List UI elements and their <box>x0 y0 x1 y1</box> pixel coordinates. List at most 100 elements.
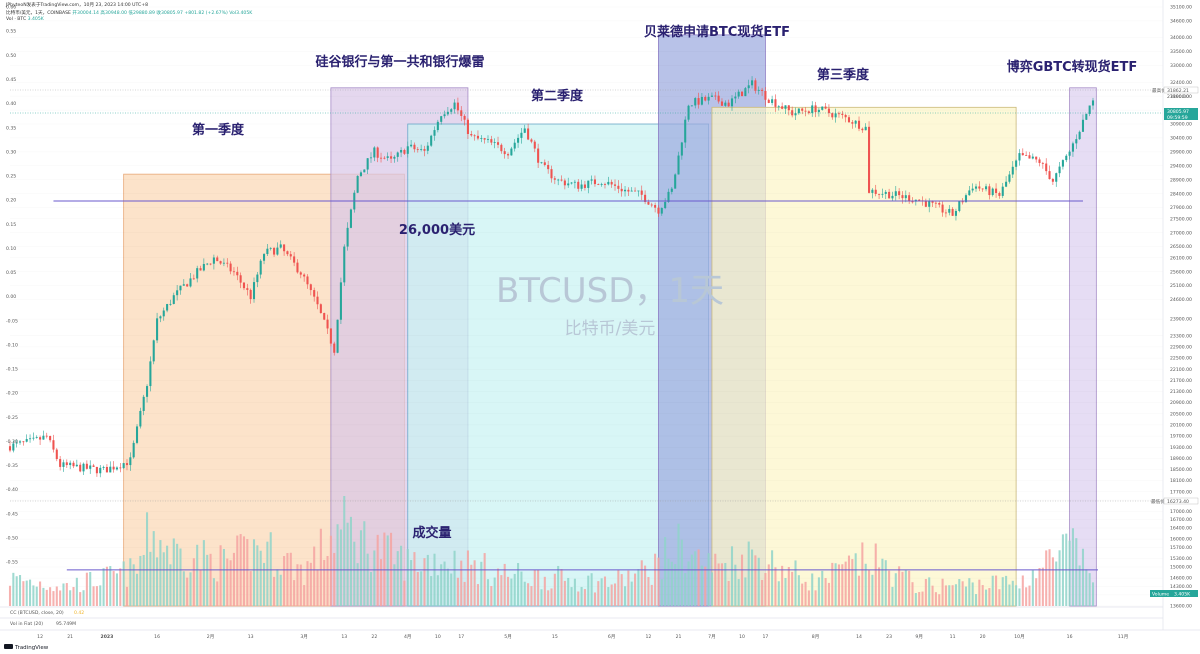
volume-bar <box>1011 580 1014 606</box>
volume-bar <box>65 583 68 606</box>
volume-bar <box>941 578 944 606</box>
candle-body <box>1011 166 1014 175</box>
volume-bar <box>630 581 633 606</box>
time-tick: 8月 <box>812 634 820 640</box>
candle-body <box>239 275 242 283</box>
volume-bar <box>918 592 921 606</box>
volume-tag-value: 3.405K <box>1174 592 1191 598</box>
volume-bar <box>125 586 129 606</box>
volume-bar <box>202 540 205 606</box>
volume-bar <box>39 581 42 606</box>
volume-bar <box>12 572 15 606</box>
volume-bar <box>911 582 914 606</box>
volume-bar <box>677 523 680 606</box>
volume-bar <box>376 534 379 606</box>
volume-bar <box>219 545 222 606</box>
volume-bar <box>1028 585 1031 606</box>
volume-bar <box>620 574 623 606</box>
candle-body <box>754 80 757 91</box>
volume-bar <box>570 587 573 606</box>
candle-body <box>714 95 717 97</box>
volume-bar <box>644 565 647 606</box>
candle-body <box>988 186 991 196</box>
volume-bar <box>72 586 75 606</box>
candle-body <box>326 319 329 329</box>
candle-body <box>1018 153 1021 161</box>
volume-bar <box>834 563 837 606</box>
volume-bar <box>784 577 787 606</box>
volume-bar <box>747 541 750 606</box>
volume-bar <box>326 556 329 606</box>
volume-bar <box>988 588 991 606</box>
volume-bar <box>901 571 904 606</box>
candle-body <box>232 271 235 273</box>
volume-bar <box>1015 585 1018 606</box>
volume-bar <box>152 531 155 606</box>
correlation-tick: 0.20 <box>6 198 16 204</box>
volume-bar <box>894 573 897 606</box>
volume-bar <box>931 585 934 606</box>
volume-bar <box>710 572 713 606</box>
price-tick: 34000.00 <box>1170 35 1192 41</box>
volume-bar <box>460 560 463 606</box>
candle-body <box>928 201 931 207</box>
candle-body <box>109 466 112 473</box>
volume-bar <box>8 585 12 606</box>
volume-bar <box>1041 567 1044 606</box>
candle-body <box>891 195 894 199</box>
volume-bar <box>991 575 994 606</box>
volume-bar <box>948 585 951 606</box>
current-price-tag <box>1164 108 1198 120</box>
time-tick: 10 <box>739 634 745 640</box>
candle-body <box>517 137 520 143</box>
time-tick: 10月 <box>1014 634 1024 640</box>
candle-body <box>1075 139 1078 144</box>
volume-bar <box>423 558 426 606</box>
volume-bar <box>393 564 396 606</box>
candle-body <box>871 189 874 193</box>
price-axis: 35100.00 34600.00 34000.00 33500.00 33000.00… <box>1170 5 1192 610</box>
candle-body <box>493 142 496 143</box>
price-tick: 19300.00 <box>1170 445 1192 451</box>
volume-bar <box>279 574 282 606</box>
candle-body <box>904 195 907 199</box>
price-tick: 21700.00 <box>1170 378 1192 384</box>
time-tick: 20 <box>980 634 986 640</box>
time-tick: 16 <box>1067 634 1073 640</box>
candle-body <box>162 310 165 317</box>
price-tick: 15700.00 <box>1170 545 1192 551</box>
volume-tag <box>1150 590 1198 597</box>
volume-bar <box>29 579 32 606</box>
volume-bar <box>286 553 289 606</box>
candle-body <box>473 135 476 137</box>
current-price-time: 09:59:59 <box>1167 115 1188 121</box>
volume-bar <box>954 584 957 606</box>
correlation-tick: 0.00 <box>6 294 16 300</box>
volume-bar <box>674 564 677 606</box>
correlation-tick: -0.05 <box>6 318 18 324</box>
volume-bar <box>92 586 95 606</box>
volume-bar <box>1081 548 1085 606</box>
candle-body <box>537 148 540 163</box>
label-q2: 第二季度 <box>531 88 584 104</box>
volume-bar <box>1018 588 1021 606</box>
vol-fiat-label: Vol in Fiat (20) <box>10 621 43 627</box>
volume-bar <box>249 571 252 606</box>
candle-body <box>740 91 744 97</box>
volume-bar <box>854 553 857 606</box>
volume-bar <box>413 552 416 606</box>
candle-body <box>426 145 429 151</box>
volume-bar <box>1001 577 1004 606</box>
candle-body <box>192 278 195 280</box>
candle-body <box>958 201 961 211</box>
candle-body <box>664 201 667 209</box>
volume-bar <box>510 578 513 606</box>
price-tick: 30900.00 <box>1170 122 1192 128</box>
volume-bar <box>523 581 526 606</box>
candle-body <box>971 188 974 191</box>
volume-bar <box>69 590 72 606</box>
candle-body <box>704 96 707 101</box>
volume-bar <box>1035 578 1038 606</box>
candle-body <box>944 212 947 214</box>
